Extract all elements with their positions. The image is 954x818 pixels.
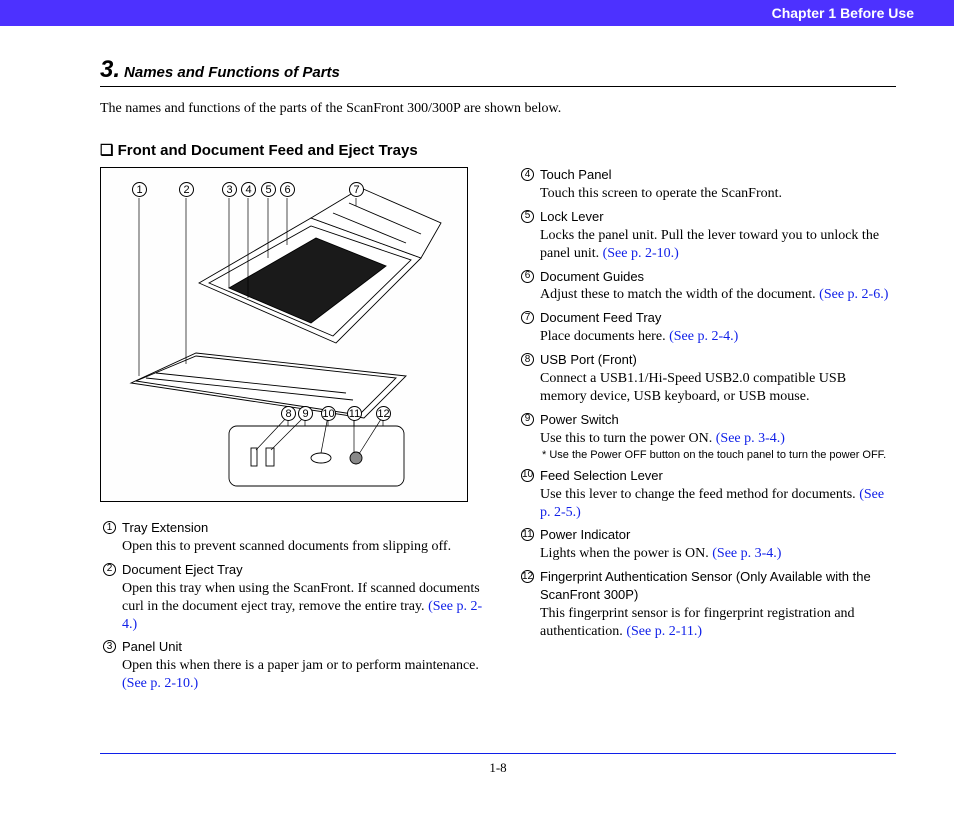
cross-reference-link[interactable]: (See p. 2-6.) bbox=[819, 287, 888, 302]
part-item: 2 Document Eject Tray Open this tray when … bbox=[100, 562, 490, 634]
part-number: 8 bbox=[521, 353, 534, 366]
cross-reference-link[interactable]: (See p. 2-4.) bbox=[669, 329, 738, 344]
part-description: Touch this screen to operate the ScanFro… bbox=[540, 186, 782, 201]
parts-diagram: 123456789101112 bbox=[100, 167, 468, 502]
part-name: Document Eject Tray bbox=[122, 562, 243, 577]
diagram-callout: 1 bbox=[132, 182, 147, 197]
part-number: 1 bbox=[103, 521, 116, 534]
part-name: Document Guides bbox=[540, 269, 644, 284]
diagram-callout: 5 bbox=[261, 182, 276, 197]
diagram-callout: 8 bbox=[281, 406, 296, 421]
part-description: Adjust these to match the width of the d… bbox=[540, 287, 819, 302]
part-name: Power Switch bbox=[540, 412, 619, 427]
part-name: Panel Unit bbox=[122, 639, 182, 654]
part-item: 11 Power Indicator Lights when the power i… bbox=[518, 527, 896, 563]
cross-reference-link[interactable]: (See p. 3-4.) bbox=[716, 431, 785, 446]
part-number: 5 bbox=[521, 210, 534, 223]
part-item: 4 Touch Panel Touch this screen to operate… bbox=[518, 167, 896, 203]
diagram-callout: 11 bbox=[347, 406, 362, 421]
two-column-layout: 123456789101112 1Tray ExtensionOpen this… bbox=[100, 167, 896, 699]
part-number: 2 bbox=[103, 563, 116, 576]
column-left: 123456789101112 1Tray ExtensionOpen this… bbox=[100, 167, 490, 699]
page-footer: 1-8 bbox=[100, 753, 896, 776]
section-title-text: Names and Functions of Parts bbox=[124, 64, 340, 81]
part-item: 1 Tray Extension Open this to prevent scan… bbox=[100, 520, 490, 556]
part-number: 9 bbox=[521, 413, 534, 426]
part-name: Touch Panel bbox=[540, 167, 612, 182]
part-number: 3 bbox=[103, 640, 116, 653]
section-subhead: ❏ Front and Document Feed and Eject Tray… bbox=[100, 141, 896, 159]
part-item: 10 Feed Selection Lever Use this lever to … bbox=[518, 468, 896, 522]
part-item: 3 Panel Unit Open this when there is a pap… bbox=[100, 639, 490, 693]
diagram-callout: 10 bbox=[321, 406, 336, 421]
parts-list-left: 1 Tray Extension Open this to prevent scan… bbox=[100, 520, 490, 693]
page-content: 3. Names and Functions of Parts The name… bbox=[0, 26, 954, 699]
diagram-callout: 7 bbox=[349, 182, 364, 197]
part-description: Open this tray when using the ScanFront.… bbox=[122, 581, 480, 614]
part-name: Feed Selection Lever bbox=[540, 468, 663, 483]
part-note: * Use the Power OFF button on the touch … bbox=[540, 448, 896, 462]
part-name: Tray Extension bbox=[122, 520, 208, 535]
part-name: Lock Lever bbox=[540, 209, 604, 224]
diagram-callout: 2 bbox=[179, 182, 194, 197]
part-item: 5 Lock Lever Locks the panel unit. Pull th… bbox=[518, 209, 896, 263]
page-number: 1-8 bbox=[489, 760, 506, 775]
cross-reference-link[interactable]: (See p. 2-11.) bbox=[626, 624, 702, 639]
part-name: Document Feed Tray bbox=[540, 310, 661, 325]
part-name: Fingerprint Authentication Sensor (Only … bbox=[540, 569, 871, 602]
part-number: 10 bbox=[521, 469, 534, 482]
chapter-header-bar: Chapter 1 Before Use bbox=[0, 0, 954, 26]
cross-reference-link[interactable]: (See p. 2-10.) bbox=[122, 676, 198, 691]
section-title: 3. Names and Functions of Parts bbox=[100, 56, 896, 87]
section-intro: The names and functions of the parts of … bbox=[100, 101, 896, 117]
cross-reference-link[interactable]: (See p. 3-4.) bbox=[712, 546, 781, 561]
part-description: Open this when there is a paper jam or t… bbox=[122, 658, 479, 673]
part-description: Use this lever to change the feed method… bbox=[540, 487, 859, 502]
diagram-callout: 4 bbox=[241, 182, 256, 197]
cross-reference-link[interactable]: (See p. 2-10.) bbox=[603, 246, 679, 261]
part-number: 7 bbox=[521, 311, 534, 324]
diagram-callout: 3 bbox=[222, 182, 237, 197]
chapter-header-text: Chapter 1 Before Use bbox=[772, 5, 914, 21]
diagram-callout: 6 bbox=[280, 182, 295, 197]
diagram-callout: 9 bbox=[298, 406, 313, 421]
part-number: 6 bbox=[521, 270, 534, 283]
part-name: USB Port (Front) bbox=[540, 352, 637, 367]
part-item: 8 USB Port (Front) Connect a USB1.1/Hi-Spe… bbox=[518, 352, 896, 406]
part-description: Lights when the power is ON. bbox=[540, 546, 712, 561]
part-description: Open this to prevent scanned documents f… bbox=[122, 539, 451, 554]
part-item: 7 Document Feed Tray Place documents here.… bbox=[518, 310, 896, 346]
part-description: Place documents here. bbox=[540, 329, 669, 344]
part-number: 11 bbox=[521, 528, 534, 541]
part-description: Locks the panel unit. Pull the lever tow… bbox=[540, 228, 879, 261]
part-item: 6 Document Guides Adjust these to match th… bbox=[518, 269, 896, 305]
column-right: 4 Touch Panel Touch this screen to operate… bbox=[518, 167, 896, 699]
diagram-callout: 12 bbox=[376, 406, 391, 421]
part-item: 9 Power Switch Use this to turn the power … bbox=[518, 412, 896, 462]
section-number: 3. bbox=[100, 56, 120, 84]
part-description: Connect a USB1.1/Hi-Speed USB2.0 compati… bbox=[540, 371, 846, 404]
part-description: Use this to turn the power ON. bbox=[540, 431, 716, 446]
part-name: Power Indicator bbox=[540, 527, 630, 542]
part-item: 12 Fingerprint Authentication Sensor (Onl… bbox=[518, 569, 896, 641]
parts-list-right: 4 Touch Panel Touch this screen to operate… bbox=[518, 167, 896, 641]
part-number: 12 bbox=[521, 570, 534, 583]
diagram-svg bbox=[101, 168, 469, 503]
part-number: 4 bbox=[521, 168, 534, 181]
